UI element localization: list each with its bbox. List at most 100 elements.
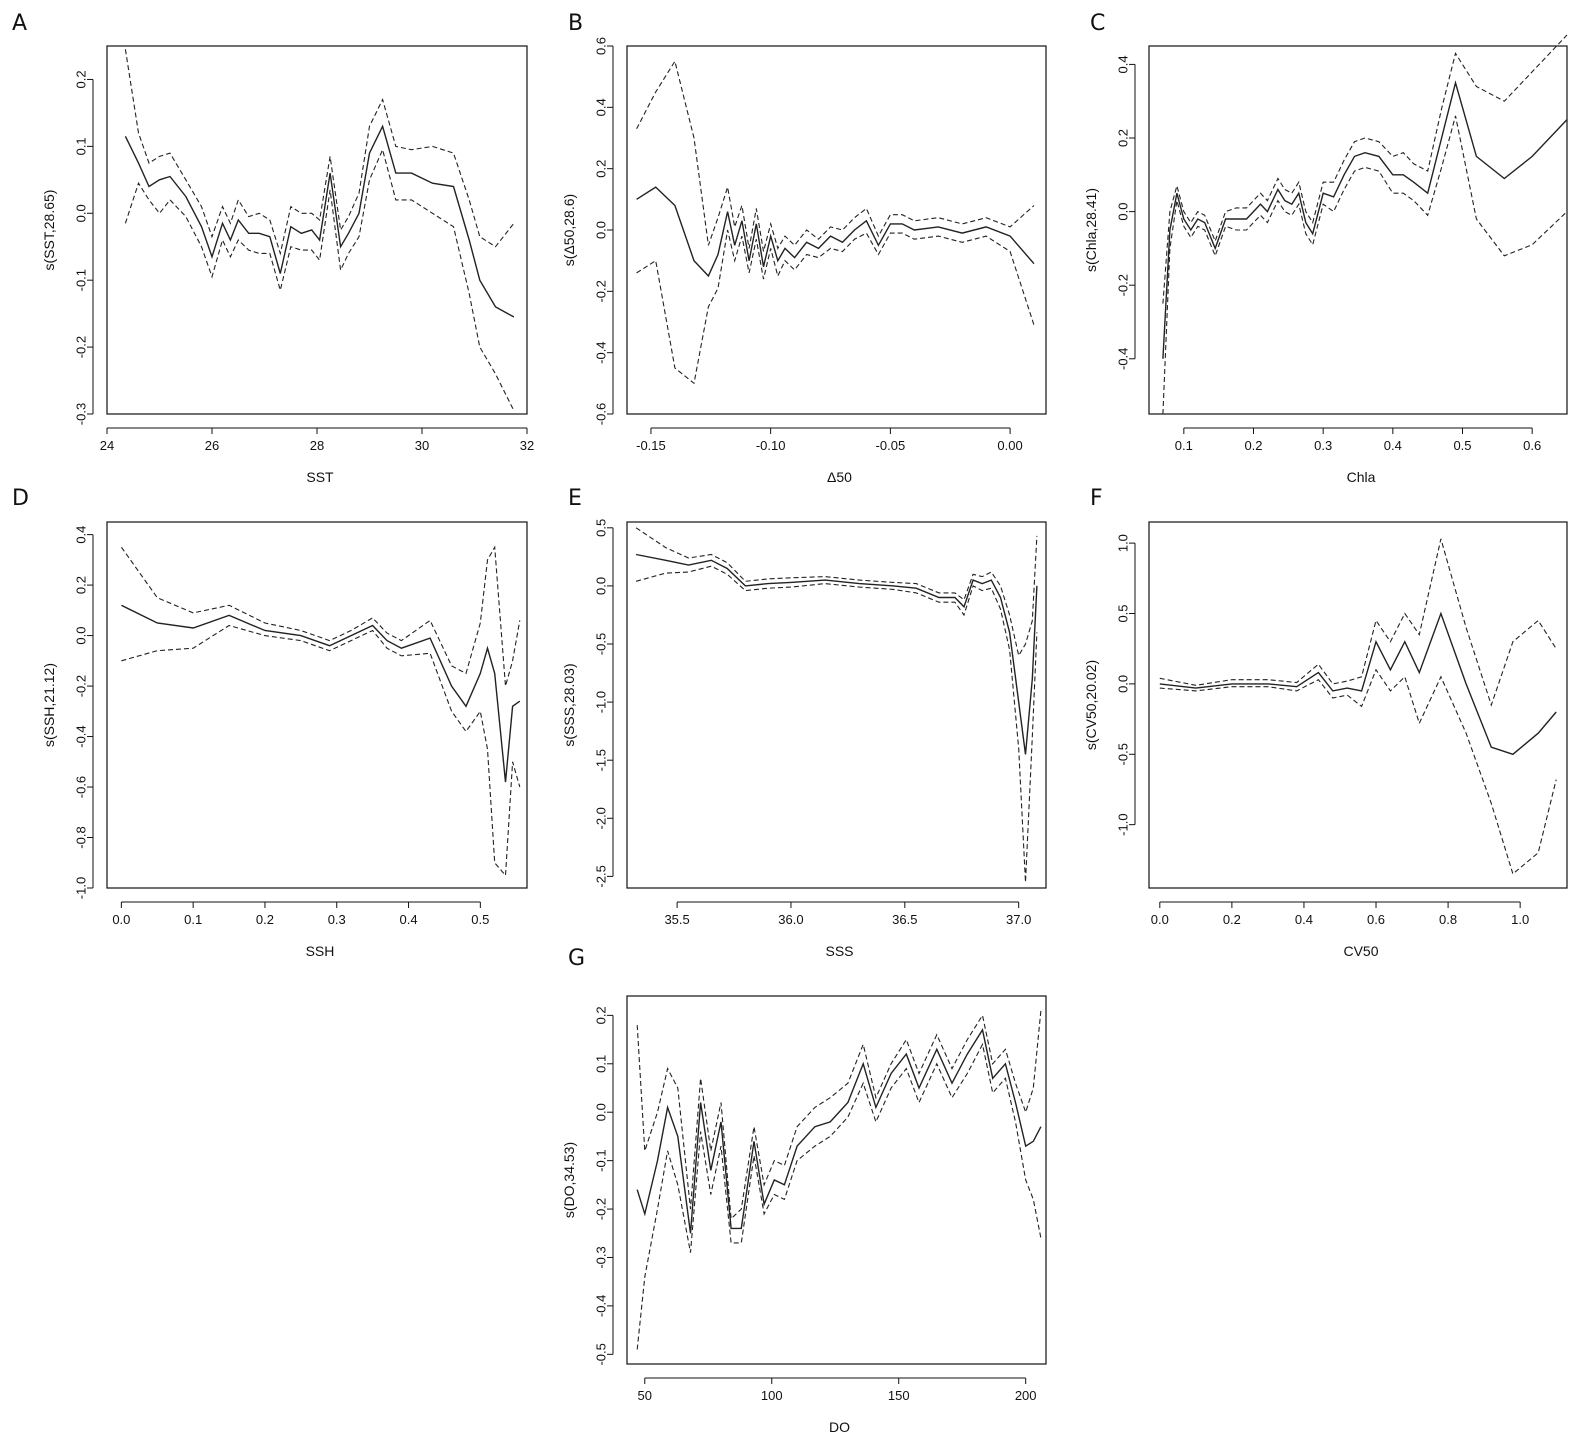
y-tick-label: -1.0 (74, 877, 89, 899)
confidence-lower-line (121, 624, 521, 877)
y-tick-label: -2.5 (594, 865, 609, 887)
y-axis-title: s(DO,34.53) (561, 1142, 577, 1218)
x-axis-title: Chla (1347, 469, 1376, 485)
y-tick-label: -0.3 (74, 403, 89, 425)
confidence-lower-line (636, 1042, 1042, 1350)
x-axis-title: SST (306, 469, 334, 485)
x-tick-label: 28 (310, 438, 324, 453)
x-tick-label: 0.8 (1439, 912, 1457, 927)
y-tick-label: 0.2 (1116, 129, 1131, 147)
x-tick-label: -0.15 (636, 438, 666, 453)
panel-d: D 0.0 0.1 0.2 0.3 0.4 0.5 -1.0 -0.8 -0.6 -0.4 -0.2 0… (12, 486, 528, 959)
y-tick-label: 1.0 (1116, 534, 1131, 552)
x-tick-label: 0.1 (1175, 438, 1193, 453)
x-tick-label: 200 (1015, 1388, 1037, 1403)
confidence-lower-line (124, 148, 515, 411)
x-tick-label: 0.2 (1244, 438, 1262, 453)
y-tick-label: 0.4 (594, 98, 609, 116)
y-axis-title: s(CV50,20.02) (1083, 660, 1099, 750)
panel-letter: F (1090, 486, 1103, 511)
y-tick-label: -0.8 (74, 826, 89, 848)
x-tick-label: 0.4 (1295, 912, 1313, 927)
y-tick-label: -0.1 (74, 269, 89, 291)
y-tick-label: -0.2 (594, 1198, 609, 1220)
y-tick-label: 0.2 (74, 576, 89, 594)
panel-letter: D (12, 486, 29, 511)
confidence-lower-line (1159, 668, 1557, 875)
y-tick-label: -0.4 (594, 341, 609, 363)
panel-letter: E (568, 486, 582, 511)
plot-frame (626, 521, 1047, 889)
y-axis-title: s(SST,28.65) (41, 190, 57, 271)
x-tick-label: 0.6 (1367, 912, 1385, 927)
confidence-upper-line (124, 49, 515, 256)
smooth-fit-line (636, 1028, 1042, 1234)
y-tick-label: 0.0 (594, 1103, 609, 1121)
x-tick-label: -0.10 (756, 438, 786, 453)
x-axis-title: CV50 (1343, 943, 1378, 959)
y-tick-label: 0.4 (74, 526, 89, 544)
y-tick-label: -1.0 (1116, 813, 1131, 835)
y-tick-label: 0.0 (1116, 203, 1131, 221)
confidence-upper-line (636, 59, 1035, 252)
y-tick-label: -1.0 (594, 691, 609, 713)
x-tick-label: 36.5 (892, 912, 917, 927)
y-tick-label: -1.5 (594, 749, 609, 771)
plot-frame (1148, 521, 1568, 889)
panel-b: B -0.15 -0.10 -0.05 0.00 -0.6 -0.4 -0.2 0.0 0.2 0.… (561, 11, 1047, 485)
confidence-upper-line (635, 527, 1038, 658)
y-tick-label: 0.0 (74, 627, 89, 645)
confidence-lower-line (636, 229, 1035, 385)
x-tick-label: 30 (415, 438, 429, 453)
y-axis-title: s(Δ50,28.6) (561, 194, 577, 266)
plot-frame (106, 45, 528, 415)
y-tick-label: 0.2 (594, 160, 609, 178)
x-tick-label: 50 (638, 1388, 652, 1403)
x-tick-label: 26 (205, 438, 219, 453)
y-tick-label: -2.0 (594, 807, 609, 829)
x-axis-title: Δ50 (827, 469, 852, 485)
confidence-lower-line (1162, 115, 1568, 415)
x-tick-label: 0.0 (1151, 912, 1169, 927)
panel-f: F 0.0 0.2 0.4 0.6 0.8 1.0 -1.0 -0.5 0.0 0.5 1.0 CV50… (1083, 486, 1568, 959)
y-tick-label: 0.4 (1116, 55, 1131, 73)
x-tick-label: 0.5 (1453, 438, 1471, 453)
confidence-upper-line (636, 1010, 1042, 1220)
y-axis-title: s(SSH,21.12) (41, 663, 57, 747)
y-tick-label: -0.4 (594, 1295, 609, 1317)
panel-g: G 50 100 150 200 -0.5 -0.4 -0.3 -0.2 -0.1 0.0 0.1 0.… (561, 946, 1047, 1435)
y-tick-label: -0.2 (594, 280, 609, 302)
y-tick-label: -0.1 (594, 1149, 609, 1171)
panel-letter: A (12, 11, 27, 36)
y-tick-label: 0.6 (594, 37, 609, 55)
y-tick-label: -0.6 (74, 776, 89, 798)
panel-c: C 0.1 0.2 0.3 0.4 0.5 0.6 -0.4 -0.2 0.0 0.2 0.4 Chla… (1083, 11, 1568, 485)
y-tick-label: 0.5 (594, 519, 609, 537)
x-tick-label: 100 (761, 1388, 783, 1403)
x-tick-label: 0.2 (1223, 912, 1241, 927)
x-tick-label: 0.3 (1314, 438, 1332, 453)
y-tick-label: -0.5 (1116, 743, 1131, 765)
x-tick-label: 36.0 (778, 912, 803, 927)
x-tick-label: 0.00 (997, 438, 1022, 453)
panel-letter: B (568, 11, 583, 36)
y-tick-label: 0.5 (1116, 604, 1131, 622)
panel-a: A 24 26 28 30 32 -0.3 -0.2 -0.1 0.0 0.1 0.2 SST s(SST… (12, 11, 534, 485)
confidence-lower-line (635, 565, 1038, 883)
y-tick-label: -0.6 (594, 403, 609, 425)
x-tick-label: 37.0 (1006, 912, 1031, 927)
x-tick-label: 1.0 (1511, 912, 1529, 927)
smooth-fit-line (1162, 80, 1568, 359)
y-tick-label: -0.4 (74, 725, 89, 747)
plot-frame (1148, 45, 1568, 415)
x-tick-label: 0.4 (399, 912, 417, 927)
y-tick-label: -0.3 (594, 1246, 609, 1268)
x-axis-title: DO (829, 1419, 850, 1435)
y-tick-label: 0.0 (1116, 675, 1131, 693)
x-tick-label: 0.1 (184, 912, 202, 927)
y-axis-title: s(Chla,28.41) (1083, 188, 1099, 272)
smooth-fit-line (124, 124, 515, 318)
smooth-fit-line (1159, 611, 1557, 756)
x-tick-label: 0.5 (471, 912, 489, 927)
